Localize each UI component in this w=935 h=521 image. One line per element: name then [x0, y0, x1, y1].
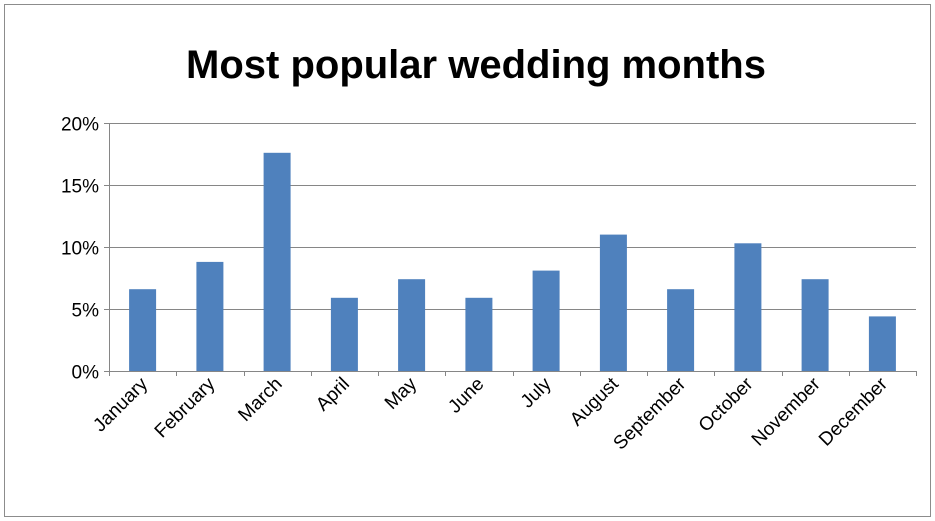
x-tick-label: August	[566, 373, 623, 430]
gridlines	[104, 123, 916, 310]
bar-august	[599, 234, 627, 371]
chart-area: Most popular wedding months 0% 5% 10% 15% 20…	[4, 4, 931, 517]
x-tick-label: September	[610, 373, 691, 454]
bar-december	[868, 316, 896, 371]
bar-june	[465, 297, 493, 371]
x-tick-label: March	[234, 374, 286, 426]
axes	[104, 123, 917, 376]
chart-title: Most popular wedding months	[186, 43, 766, 87]
x-tick-label: November	[748, 373, 825, 450]
x-tick-label: February	[151, 373, 220, 442]
bars	[129, 152, 896, 371]
bar-october	[734, 243, 762, 371]
bar-may	[398, 279, 426, 371]
x-tick-label: December	[815, 373, 892, 450]
bar-july	[532, 270, 560, 371]
bar-chart: Most popular wedding months 0% 5% 10% 15% 20…	[61, 43, 917, 454]
y-tick-label: 0%	[72, 363, 100, 384]
x-tick-label: June	[444, 374, 488, 418]
y-tick-label: 20%	[61, 115, 99, 136]
bar-april	[330, 297, 358, 371]
x-tick-label: April	[312, 374, 354, 416]
x-tick-label: July	[517, 373, 556, 412]
y-tick-label: 10%	[61, 239, 99, 260]
bar-february	[196, 261, 224, 371]
x-tick-label: October	[695, 373, 758, 436]
y-tick-label: 5%	[72, 301, 100, 322]
x-tick-label: May	[381, 373, 422, 414]
y-axis-tick-labels: 0% 5% 10% 15% 20%	[61, 115, 99, 384]
bar-march	[263, 152, 291, 371]
bar-september	[667, 289, 695, 371]
bar-november	[801, 279, 829, 371]
y-tick-label: 15%	[61, 177, 99, 198]
bar-january	[129, 289, 157, 371]
